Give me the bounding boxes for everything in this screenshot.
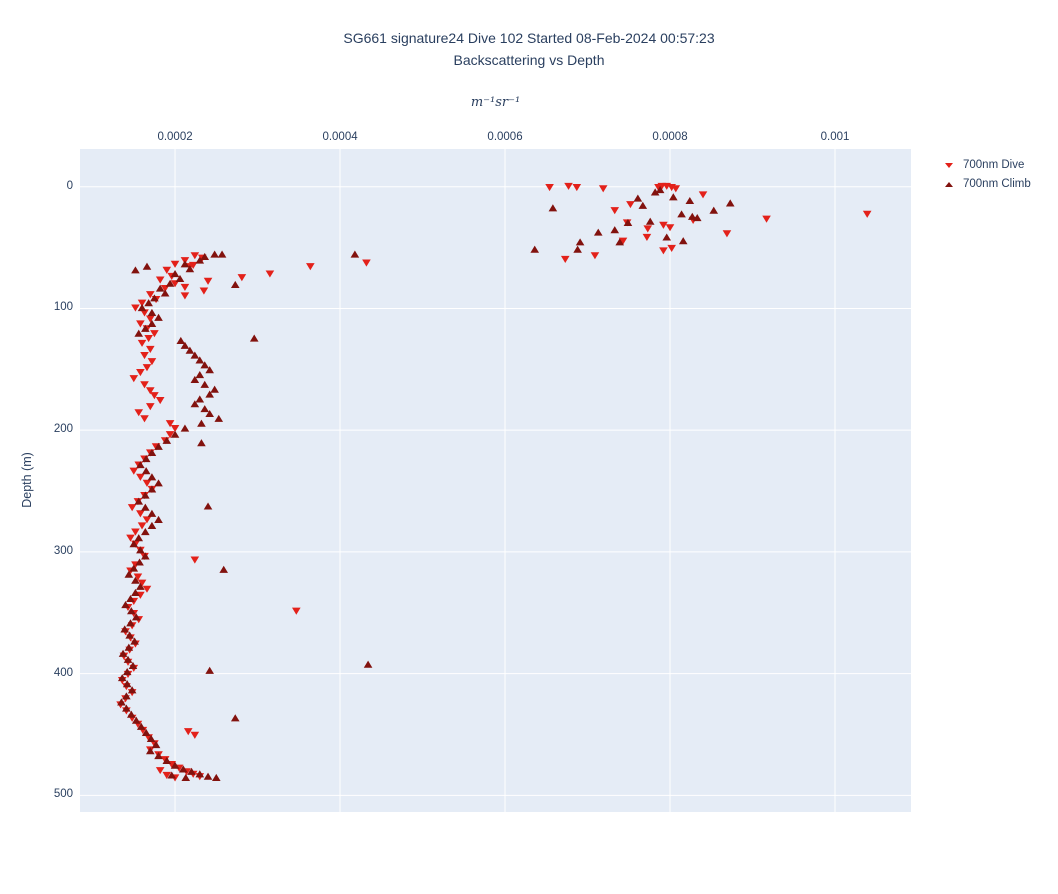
x-tick-label: 0.0006 bbox=[487, 131, 523, 143]
x-tick-label: 0.0002 bbox=[157, 131, 193, 143]
legend-item-climb[interactable]: 700nm Climb bbox=[938, 174, 1031, 193]
y-tick-label: 500 bbox=[53, 788, 73, 801]
chart-subtitle: Backscattering vs Depth bbox=[453, 52, 605, 68]
y-axis-title: Depth (m) bbox=[20, 452, 34, 508]
scatter-markers-climb bbox=[117, 185, 735, 781]
legend-label-climb: 700nm Climb bbox=[963, 177, 1031, 190]
y-tick-label: 200 bbox=[53, 423, 73, 436]
legend: 700nm Dive 700nm Climb bbox=[938, 155, 1031, 193]
y-tick-label: 100 bbox=[53, 301, 73, 314]
scatter-markers-dive bbox=[116, 182, 872, 782]
triangle-down-icon bbox=[938, 159, 960, 171]
legend-label-dive: 700nm Dive bbox=[963, 158, 1025, 171]
x-tick-label: 0.0008 bbox=[652, 131, 688, 143]
plot-area[interactable] bbox=[80, 149, 911, 812]
y-tick-label: 400 bbox=[53, 666, 73, 679]
chart-title: SG661 signature24 Dive 102 Started 08-Fe… bbox=[343, 30, 715, 46]
triangle-up-icon bbox=[938, 178, 960, 190]
legend-item-dive[interactable]: 700nm Dive bbox=[938, 155, 1031, 174]
scatter-plot bbox=[80, 149, 911, 812]
x-tick-label: 0.001 bbox=[820, 131, 850, 143]
y-tick-label: 0 bbox=[66, 179, 73, 192]
x-tick-label: 0.0004 bbox=[322, 131, 358, 143]
x-axis-title: m⁻¹sr⁻¹ bbox=[470, 95, 521, 110]
y-tick-label: 300 bbox=[53, 544, 73, 557]
